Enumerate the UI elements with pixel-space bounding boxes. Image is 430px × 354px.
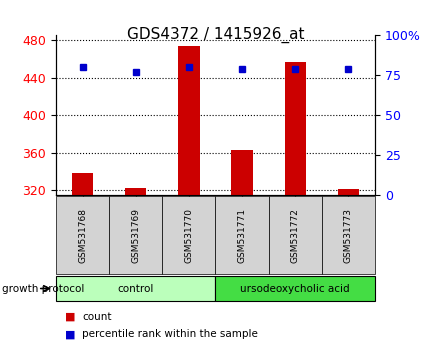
Text: control: control xyxy=(117,284,154,293)
Text: GSM531770: GSM531770 xyxy=(184,208,193,263)
Text: GSM531772: GSM531772 xyxy=(290,208,299,263)
Text: count: count xyxy=(82,312,111,321)
Text: GSM531769: GSM531769 xyxy=(131,208,140,263)
Text: ■: ■ xyxy=(64,312,75,321)
Bar xyxy=(337,189,358,195)
Text: GDS4372 / 1415926_at: GDS4372 / 1415926_at xyxy=(126,27,304,43)
Text: GSM531768: GSM531768 xyxy=(78,208,87,263)
Text: ursodeoxycholic acid: ursodeoxycholic acid xyxy=(240,284,349,293)
Bar xyxy=(72,173,93,195)
Bar xyxy=(284,62,305,195)
Text: GSM531773: GSM531773 xyxy=(343,208,352,263)
Text: growth protocol: growth protocol xyxy=(2,284,84,293)
Bar xyxy=(231,150,252,195)
Text: ■: ■ xyxy=(64,329,75,339)
Bar xyxy=(178,46,199,195)
Text: percentile rank within the sample: percentile rank within the sample xyxy=(82,329,257,339)
Text: GSM531771: GSM531771 xyxy=(237,208,246,263)
Bar xyxy=(125,188,146,195)
